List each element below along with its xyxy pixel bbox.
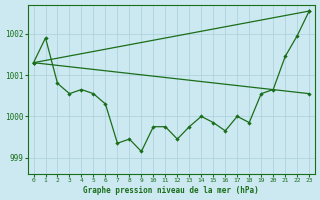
X-axis label: Graphe pression niveau de la mer (hPa): Graphe pression niveau de la mer (hPa) xyxy=(84,186,259,195)
